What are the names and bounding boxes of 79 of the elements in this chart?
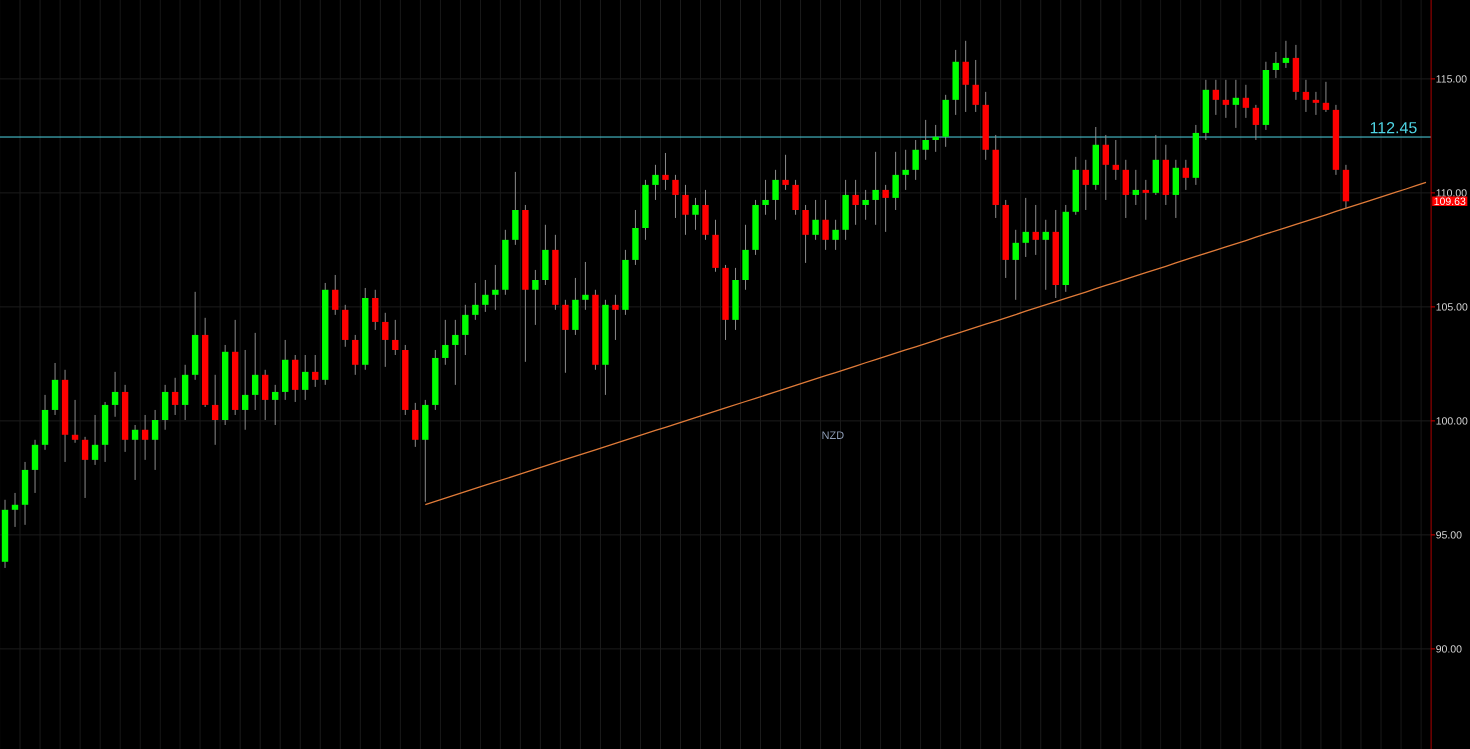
candlestick (71, 399, 79, 444)
candlestick (462, 304, 469, 356)
candlestick (852, 179, 859, 226)
candlestick (1032, 204, 1039, 256)
candlestick (1222, 79, 1230, 119)
candlestick (672, 174, 679, 219)
candlestick (772, 169, 779, 221)
candlestick (91, 414, 99, 466)
candlestick (892, 151, 899, 211)
y-tick-label: 110.00 (1436, 189, 1467, 197)
y-tick-label: 115.00 (1436, 75, 1467, 83)
candlestick (272, 384, 279, 426)
candlestick (1012, 229, 1019, 301)
candlestick (1102, 134, 1109, 201)
candlestick (1312, 91, 1320, 116)
candlestick (1042, 219, 1049, 291)
candlestick (372, 289, 379, 331)
candlestick (1282, 40, 1290, 69)
candlestick (902, 149, 909, 191)
candlestick (652, 164, 659, 201)
candlestick (822, 199, 829, 251)
y-tick-label: 95.00 (1436, 531, 1462, 539)
candlestick (452, 319, 459, 386)
candlestick (1272, 51, 1280, 79)
candlestick (251, 332, 259, 411)
candlestick (812, 199, 819, 241)
text: 109.63 (1434, 197, 1466, 206)
candlestick (1302, 79, 1310, 113)
candlestick (582, 261, 589, 311)
candlestick (1132, 169, 1139, 206)
candlestick (912, 139, 919, 181)
candlestick (1022, 197, 1029, 258)
candlestick (312, 354, 319, 388)
candlestick (241, 349, 249, 431)
candlestick (302, 354, 309, 401)
candlestick (1142, 179, 1150, 221)
candlestick (1252, 104, 1260, 141)
candlestick (882, 184, 889, 233)
candlestick (1242, 84, 1250, 119)
candlestick (1232, 79, 1240, 129)
candlestick (81, 436, 89, 499)
candlestick (171, 377, 179, 416)
candlestick (962, 40, 969, 113)
candlestick (972, 59, 979, 113)
text: NZD (822, 431, 844, 439)
candlestick (382, 312, 389, 368)
candlestick (482, 279, 489, 313)
candlestick (762, 179, 769, 216)
candlestick (332, 274, 339, 316)
y-tick-label: 105.00 (1436, 303, 1468, 311)
candlestick (472, 282, 479, 321)
candlestick (151, 409, 159, 471)
candlestick (131, 424, 139, 481)
candlestick (782, 154, 789, 191)
candlestick (922, 119, 929, 161)
candlestick (442, 319, 449, 366)
candlestick (11, 492, 19, 528)
candlestick (1112, 139, 1119, 181)
candlestick (141, 414, 149, 461)
candlestick (392, 319, 399, 356)
candlestick (1322, 81, 1330, 113)
candlestick (111, 371, 119, 418)
ref-line-label: 112.45 (1370, 122, 1417, 134)
candlestick (682, 184, 689, 236)
candlestick (832, 219, 839, 251)
candlestick (662, 152, 669, 191)
candlestick (532, 269, 539, 326)
candlestick (872, 151, 879, 226)
candlestick (211, 374, 219, 446)
candlestick (692, 197, 699, 231)
candlestick (862, 189, 869, 221)
candlestick (1082, 159, 1089, 211)
candlestick (612, 294, 619, 341)
candlestick (1212, 79, 1220, 116)
candlestick (492, 264, 499, 311)
candlestick (1182, 159, 1190, 191)
y-tick-label: 100.00 (1436, 417, 1468, 425)
y-tick-label: 90.00 (1436, 645, 1462, 653)
candlestick (932, 124, 939, 153)
